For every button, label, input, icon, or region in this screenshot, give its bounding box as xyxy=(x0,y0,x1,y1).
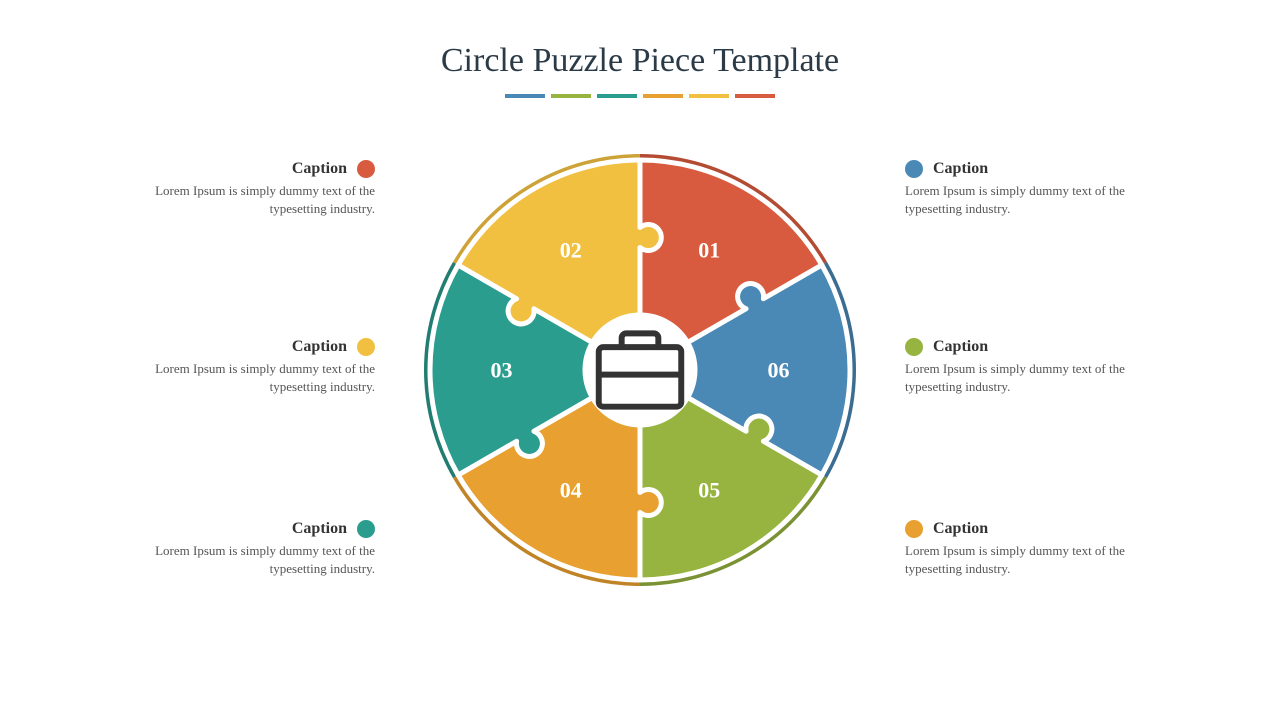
slice-number: 03 xyxy=(491,358,513,383)
caption-dot xyxy=(905,160,923,178)
accent-underline xyxy=(505,94,775,98)
caption-dot xyxy=(357,160,375,178)
accent-segment xyxy=(735,94,775,98)
caption-block: Caption Lorem Ipsum is simply dummy text … xyxy=(95,160,375,217)
caption-head: Caption xyxy=(95,520,375,538)
caption-body: Lorem Ipsum is simply dummy text of the … xyxy=(905,542,1185,577)
caption-title: Caption xyxy=(933,160,988,178)
caption-title: Caption xyxy=(933,338,988,356)
accent-segment xyxy=(689,94,729,98)
caption-block: Caption Lorem Ipsum is simply dummy text … xyxy=(95,338,375,395)
accent-segment xyxy=(597,94,637,98)
caption-dot xyxy=(905,338,923,356)
caption-dot xyxy=(905,520,923,538)
caption-title: Caption xyxy=(292,160,347,178)
caption-body: Lorem Ipsum is simply dummy text of the … xyxy=(95,542,375,577)
caption-title: Caption xyxy=(933,520,988,538)
caption-head: Caption xyxy=(905,520,1185,538)
caption-head: Caption xyxy=(95,160,375,178)
slice-number: 06 xyxy=(768,358,790,383)
slide: Circle Puzzle Piece Template 01060504030… xyxy=(0,0,1280,720)
caption-head: Caption xyxy=(905,338,1185,356)
page-title: Circle Puzzle Piece Template xyxy=(0,42,1280,80)
caption-dot xyxy=(357,520,375,538)
slice-number: 05 xyxy=(698,477,720,502)
slice-number: 02 xyxy=(560,238,582,263)
caption-body: Lorem Ipsum is simply dummy text of the … xyxy=(905,182,1185,217)
caption-body: Lorem Ipsum is simply dummy text of the … xyxy=(95,360,375,395)
slice-number: 04 xyxy=(560,477,582,502)
caption-title: Caption xyxy=(292,520,347,538)
accent-segment xyxy=(643,94,683,98)
caption-head: Caption xyxy=(95,338,375,356)
center-circle xyxy=(585,315,695,425)
caption-block: Caption Lorem Ipsum is simply dummy text … xyxy=(905,520,1185,577)
caption-head: Caption xyxy=(905,160,1185,178)
caption-block: Caption Lorem Ipsum is simply dummy text … xyxy=(905,160,1185,217)
accent-segment xyxy=(505,94,545,98)
circle-puzzle-chart: 01 06 05 04 03 02 xyxy=(420,150,860,590)
caption-body: Lorem Ipsum is simply dummy text of the … xyxy=(95,182,375,217)
caption-block: Caption Lorem Ipsum is simply dummy text … xyxy=(95,520,375,577)
caption-body: Lorem Ipsum is simply dummy text of the … xyxy=(905,360,1185,395)
slice-number: 01 xyxy=(698,238,720,263)
accent-segment xyxy=(551,94,591,98)
briefcase-icon xyxy=(585,315,695,425)
caption-block: Caption Lorem Ipsum is simply dummy text … xyxy=(905,338,1185,395)
caption-title: Caption xyxy=(292,338,347,356)
caption-dot xyxy=(357,338,375,356)
